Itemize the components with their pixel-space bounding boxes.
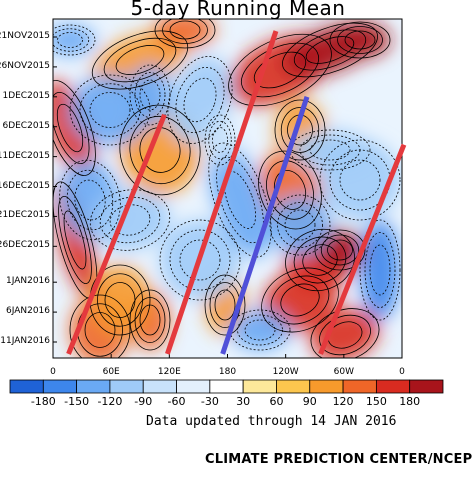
hovmoller-chart: 0 60E 120E 180 120W 60W 0 -180 -150 -120 -90 -60 -3…	[9, 18, 444, 408]
colorbar-label: 30	[236, 395, 250, 408]
x-tick-label: 60E	[103, 367, 120, 377]
propagation-line	[318, 143, 407, 355]
colorbar-label: -90	[134, 395, 152, 408]
colorbar-label: 90	[303, 395, 317, 408]
colorbar-swatch	[42, 379, 78, 394]
y-tick-label: 1JAN2016	[5, 276, 50, 287]
propagation-line	[66, 113, 167, 355]
colorbar-label: -120	[97, 395, 122, 408]
x-tick-label: 120E	[158, 367, 181, 377]
y-tick-label: 6JAN2016	[5, 306, 50, 317]
colorbar-swatch	[309, 379, 344, 394]
colorbar-label: 180	[399, 395, 420, 408]
colorbar-swatch	[9, 379, 44, 394]
x-tick-label: 120W	[273, 367, 299, 377]
colorbar-swatch	[409, 379, 444, 394]
propagation-line	[165, 30, 279, 355]
colorbar-label: -180	[31, 395, 56, 408]
y-tick-label: 26NOV2015	[0, 60, 50, 71]
colorbar-label: -60	[168, 395, 186, 408]
colorbar-swatch	[242, 379, 277, 394]
y-tick-label: 16DEC2015	[0, 180, 50, 191]
x-tick-label: 60W	[334, 367, 354, 377]
colorbar-swatch	[176, 379, 211, 394]
y-tick-label: 1DEC2015	[2, 90, 50, 101]
propagation-line	[220, 96, 310, 355]
chart-title: 5-day Running Mean	[130, 0, 346, 20]
anomaly-field	[53, 19, 402, 358]
colorbar-label: -30	[201, 395, 219, 408]
colorbar-swatch	[76, 379, 111, 394]
y-tick-label: 26DEC2015	[0, 240, 50, 251]
y-tick-label: 11JAN2016	[0, 336, 50, 346]
y-tick-label: 11DEC2015	[0, 150, 50, 161]
colorbar-label: 120	[333, 395, 354, 408]
colorbar-label: 60	[269, 395, 283, 408]
colorbar-swatch	[142, 379, 177, 394]
colorbar-swatch	[276, 379, 311, 394]
data-updated-note: Data updated through 14 JAN 2016	[146, 414, 397, 429]
x-tick-label: 0	[399, 367, 405, 377]
colorbar: -180 -150 -120 -90 -60 -30 30 60 90 120 150 180	[9, 379, 444, 408]
colorbar-swatch	[109, 379, 144, 394]
colorbar-swatch	[375, 379, 411, 394]
credit-text: CLIMATE PREDICTION CENTER/NCEP	[205, 452, 473, 467]
x-tick-label: 180	[219, 367, 236, 377]
y-tick-label: 21NOV2015	[0, 31, 50, 41]
y-tick-label: 6DEC2015	[2, 120, 50, 131]
colorbar-swatch	[342, 379, 377, 394]
colorbar-swatch	[209, 379, 244, 394]
y-tick-label: 21DEC2015	[0, 210, 50, 221]
colorbar-label: -150	[64, 395, 89, 408]
colorbar-label: 150	[366, 395, 387, 408]
x-tick-label: 0	[50, 367, 56, 377]
